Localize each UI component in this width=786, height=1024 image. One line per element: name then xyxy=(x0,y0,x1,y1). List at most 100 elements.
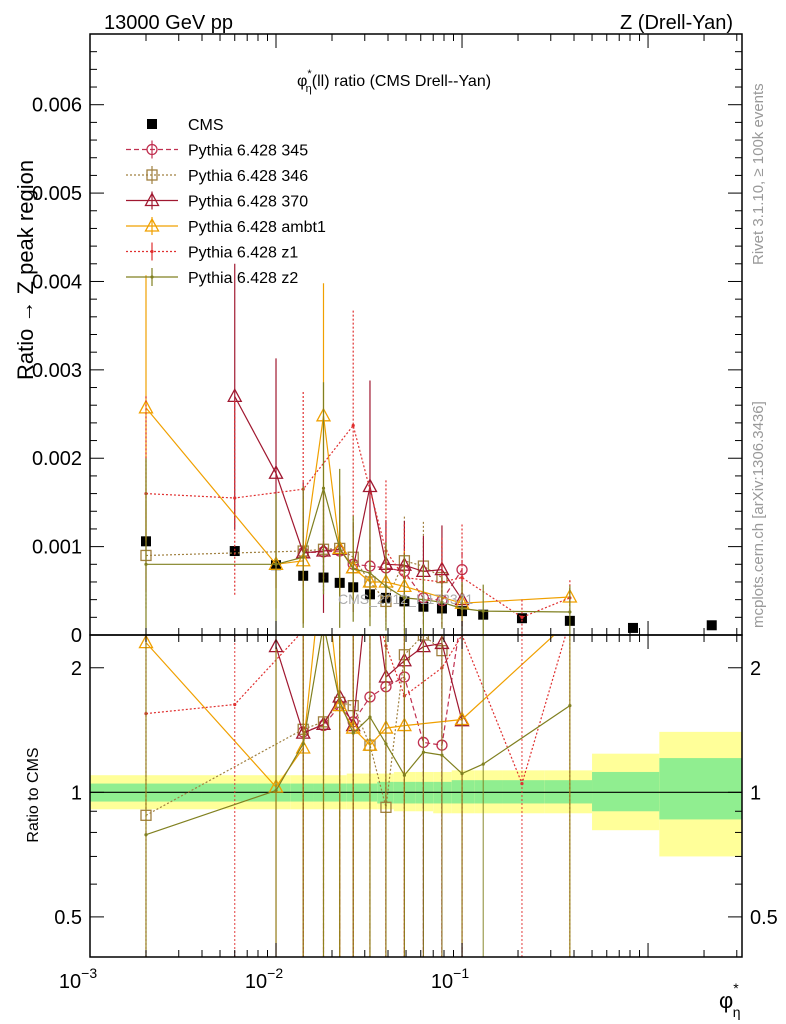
data-point xyxy=(301,555,305,559)
data-point xyxy=(233,496,237,500)
xlabel-sup: * xyxy=(733,980,739,996)
legend-label: Pythia 6.428 370 xyxy=(188,194,308,211)
data-point xyxy=(321,486,326,490)
rivet-version-label: Rivet 3.1.10, ≥ 100k events xyxy=(750,83,767,265)
xlabel-sub: η xyxy=(733,1004,741,1020)
main-title-sup: * xyxy=(307,68,312,80)
ratio-xlabel: φ* η xyxy=(719,980,741,1020)
ytick-label: 0.001 xyxy=(32,537,82,559)
data-point xyxy=(568,704,572,708)
legend-marker xyxy=(147,119,157,129)
legend-label: CMS xyxy=(188,117,224,134)
main-title-sub: η xyxy=(306,83,312,95)
data-point xyxy=(706,620,717,631)
legend-item-pythia-6-428-z2: Pythia 6.428 z2 xyxy=(126,268,298,287)
legend-item-pythia-6-428-345: Pythia 6.428 345 xyxy=(126,140,308,160)
data-point xyxy=(520,615,524,619)
series-line xyxy=(275,635,463,735)
data-point xyxy=(481,609,485,613)
data-point xyxy=(627,622,638,633)
data-point xyxy=(440,753,444,757)
data-point xyxy=(362,478,378,493)
data-point xyxy=(233,702,237,707)
ytick-label: 0.006 xyxy=(32,95,82,117)
data-point xyxy=(144,562,148,566)
ratio-panel: 0.5 0.5 1 1 2 2 10−3 10−2 10−1 Ratio to CMS φ* η xyxy=(25,634,778,1020)
data-point xyxy=(229,546,240,557)
series-line xyxy=(145,635,567,786)
ytick-label: 1 xyxy=(71,782,82,804)
legend-label: Pythia 6.428 z1 xyxy=(188,245,298,262)
legend-label: Pythia 6.428 345 xyxy=(188,143,308,160)
data-point xyxy=(268,464,284,479)
legend-label: Pythia 6.428 346 xyxy=(188,168,308,185)
ytick-label: 0.003 xyxy=(32,360,82,382)
legend-marker xyxy=(146,143,158,156)
data-point xyxy=(421,598,426,602)
legend-item-cms: CMS xyxy=(147,117,224,134)
main-data-area xyxy=(138,263,717,635)
ratio-data-area xyxy=(90,635,742,957)
data-point xyxy=(338,546,342,550)
ytick-label: 0.004 xyxy=(32,271,82,293)
series-line xyxy=(303,550,463,602)
header-left: 13000 GeV pp xyxy=(104,12,233,34)
data-point xyxy=(368,571,372,575)
ytick-label: 0.005 xyxy=(32,183,82,205)
series-line xyxy=(146,486,570,613)
data-point xyxy=(421,750,426,754)
ratio-ylabel: Ratio to CMS xyxy=(25,747,42,842)
legend: CMS Pythia 6.428 345 Pythia 6.428 346 Pythi… xyxy=(126,117,326,287)
data-point xyxy=(274,562,278,566)
legend-marker xyxy=(144,192,160,207)
main-title-phi: φ xyxy=(297,73,307,90)
xtick-label: 10−1 xyxy=(431,965,469,993)
data-point xyxy=(338,699,342,703)
legend-marker xyxy=(150,275,154,279)
ytick-label: 0.002 xyxy=(32,448,82,470)
ytick-label: 2 xyxy=(71,658,82,680)
band-inner xyxy=(592,771,660,812)
ytick-label-right: 0.5 xyxy=(750,907,778,929)
series-line xyxy=(303,635,460,746)
data-point xyxy=(301,742,305,746)
legend-label: Pythia 6.428 z2 xyxy=(188,270,298,287)
legend-marker xyxy=(144,217,160,232)
main-ylabel: Ratio → Z peak region xyxy=(13,160,38,380)
data-point xyxy=(368,715,372,719)
legend-item-pythia-6-428-z1: Pythia 6.428 z1 xyxy=(126,242,298,262)
band-inner xyxy=(659,758,742,820)
ytick-label-right: 2 xyxy=(750,658,761,680)
ratio-frame xyxy=(89,634,743,958)
data-point xyxy=(402,773,406,777)
xlabel-phi: φ xyxy=(719,988,733,1013)
data-point xyxy=(274,788,278,793)
data-point xyxy=(568,610,572,614)
legend-marker xyxy=(150,249,154,254)
data-point xyxy=(460,606,464,611)
data-point xyxy=(384,584,388,588)
legend-item-pythia-6-428-346: Pythia 6.428 346 xyxy=(126,166,308,185)
series-line xyxy=(145,547,443,603)
legend-label: Pythia 6.428 ambt1 xyxy=(188,219,326,236)
xtick-label: 10−3 xyxy=(59,965,97,993)
ytick-label: 0 xyxy=(71,625,82,647)
main-title: φ* η(ll) ratio (CMS Drell--Yan) xyxy=(297,68,491,95)
ytick-label: 0.5 xyxy=(54,907,82,929)
data-point xyxy=(351,423,355,428)
legend-marker xyxy=(146,169,158,181)
series-line xyxy=(145,635,571,836)
watermark: CMS_2012_I1173371 xyxy=(338,591,473,607)
data-point xyxy=(520,781,524,786)
data-point xyxy=(402,596,406,600)
legend-item-pythia-6-428-ambt1: Pythia 6.428 ambt1 xyxy=(126,217,326,236)
series-line xyxy=(145,424,571,618)
data-point xyxy=(351,731,355,735)
ratio-series-pythia-6-428-z2 xyxy=(144,635,572,957)
legend-item-pythia-6-428-370: Pythia 6.428 370 xyxy=(126,191,308,211)
ytick-label-right: 1 xyxy=(750,782,761,804)
data-point xyxy=(460,771,464,776)
data-point xyxy=(481,762,485,766)
data-point xyxy=(440,600,444,604)
